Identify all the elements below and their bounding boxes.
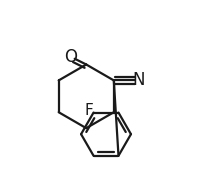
Text: O: O xyxy=(64,48,77,66)
Text: F: F xyxy=(85,103,94,118)
Text: N: N xyxy=(132,71,145,89)
